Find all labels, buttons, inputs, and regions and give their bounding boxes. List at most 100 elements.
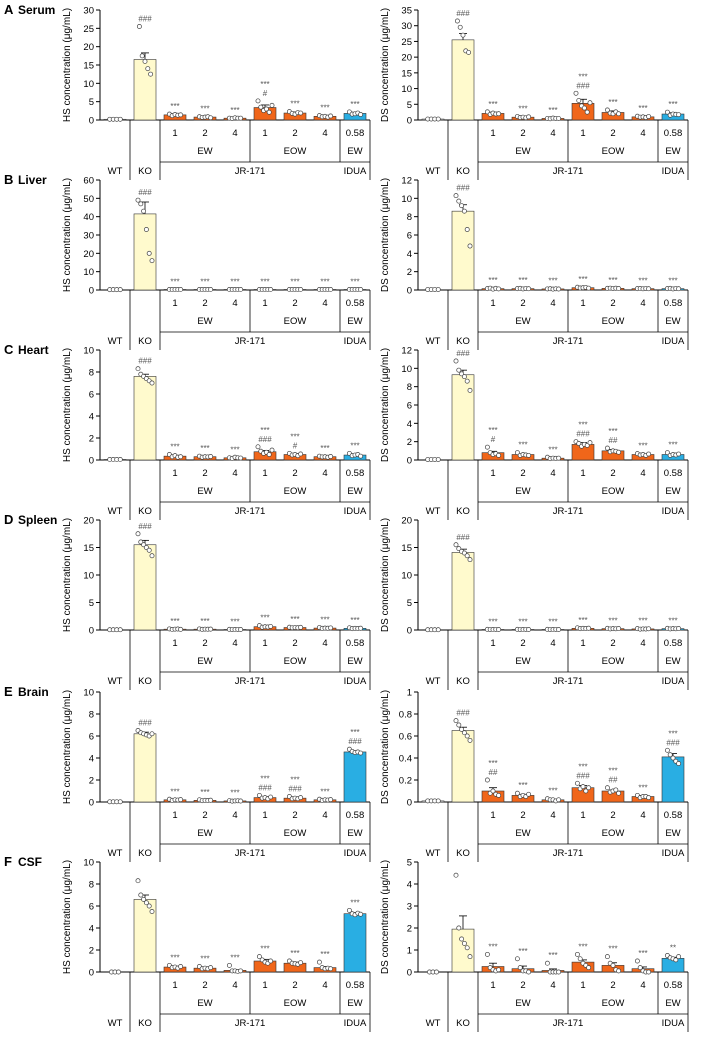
significance-mark: ***	[608, 427, 617, 436]
data-point	[467, 954, 473, 960]
y-tick-label: 20	[401, 516, 412, 527]
significance-mark: ***	[290, 100, 299, 109]
dose-label: 2	[292, 298, 297, 309]
data-point	[139, 53, 145, 59]
dose-label: 4	[322, 128, 327, 139]
significance-mark: ###	[456, 709, 470, 718]
data-point	[178, 454, 184, 460]
chart-panel-D-ds: DS concentration (μg/mL) 0 5 10 15 20 ### *** **…	[380, 516, 689, 690]
significance-mark: ***	[488, 759, 497, 768]
significance-mark: ***	[350, 898, 359, 907]
y-tick-label: 20	[83, 42, 94, 53]
data-point	[268, 623, 274, 629]
significance-mark: ***	[320, 950, 329, 959]
data-point	[149, 553, 155, 559]
y-axis-label: DS concentration (μg/mL)	[380, 518, 391, 632]
significance-mark: ***	[230, 617, 239, 626]
data-point	[238, 627, 244, 632]
significance-mark: ***	[488, 617, 497, 626]
significance-mark: **	[670, 944, 676, 953]
group-label: WT	[108, 848, 123, 859]
significance-mark: ***	[200, 617, 209, 626]
bar-KO	[451, 210, 475, 291]
significance-mark: ***	[488, 942, 497, 951]
schedule-label: EOW	[284, 998, 307, 1009]
significance-mark: ***	[170, 443, 179, 452]
data-point	[676, 286, 682, 292]
schedule-label: EW	[347, 146, 362, 157]
data-point	[459, 936, 465, 942]
significance-mark: ***	[260, 614, 269, 623]
group-label: IDUA	[662, 506, 685, 517]
data-point	[456, 722, 462, 728]
data-point	[676, 626, 682, 631]
significance-mark: ***	[320, 444, 329, 453]
significance-mark: ###	[666, 738, 680, 747]
dose-label: 4	[232, 980, 237, 991]
dose-label: 0.58	[346, 298, 365, 309]
panel-tissue: Serum	[18, 3, 55, 17]
data-point	[138, 892, 144, 898]
chart-panel-A-hs: A Serum HS concentration (μg/mL) 0 5 10 15 20 25…	[4, 2, 371, 180]
y-tick-label: 0	[407, 116, 412, 127]
y-tick-label: 35	[401, 6, 412, 17]
schedule-label: EOW	[602, 146, 625, 157]
data-point	[208, 454, 214, 459]
data-point	[587, 100, 593, 106]
group-label: JR-171	[235, 1018, 266, 1029]
y-tick-label: 0	[407, 798, 412, 809]
data-point	[328, 966, 334, 972]
significance-mark: ***	[170, 617, 179, 626]
group-label: WT	[426, 336, 441, 347]
data-point	[456, 367, 462, 373]
data-point	[460, 32, 466, 38]
dose-label: 4	[232, 638, 237, 649]
significance-mark: ***	[230, 106, 239, 115]
panel-letter: E	[4, 684, 13, 699]
data-point	[496, 452, 502, 458]
data-point	[255, 444, 261, 450]
y-tick-label: 10	[83, 571, 94, 582]
data-point	[586, 785, 592, 791]
schedule-label: EW	[665, 828, 680, 839]
data-point	[616, 449, 622, 455]
group-label: IDUA	[344, 166, 367, 177]
data-point	[358, 453, 364, 459]
data-point	[676, 112, 682, 118]
dose-label: 4	[550, 980, 555, 991]
data-point	[583, 788, 589, 794]
data-point	[435, 627, 441, 633]
data-point	[117, 799, 123, 805]
data-point	[581, 105, 587, 111]
data-point	[634, 958, 640, 964]
significance-mark: ***	[638, 276, 647, 285]
data-point	[459, 726, 465, 732]
data-point	[135, 531, 141, 537]
data-point	[514, 956, 520, 962]
schedule-label: EOW	[284, 656, 307, 667]
dose-label: 0.58	[664, 980, 683, 991]
data-point	[556, 797, 562, 803]
significance-mark: ***	[578, 942, 587, 951]
schedule-label: EW	[347, 486, 362, 497]
schedule-label: EOW	[602, 656, 625, 667]
significance-mark: ***	[200, 955, 209, 964]
group-label: WT	[426, 506, 441, 517]
data-point	[673, 957, 679, 963]
dose-label: 0.58	[664, 298, 683, 309]
dose-label: 4	[640, 298, 645, 309]
y-tick-label: 0	[89, 116, 94, 127]
data-point	[453, 872, 459, 878]
group-label: IDUA	[344, 676, 367, 687]
significance-mark: ***	[260, 426, 269, 435]
dose-label: 4	[322, 638, 327, 649]
schedule-label: EW	[515, 828, 530, 839]
data-point	[266, 452, 272, 457]
schedule-label: EW	[347, 316, 362, 327]
y-axis-label: DS concentration (μg/mL)	[380, 348, 391, 462]
dose-label: 1	[262, 128, 267, 139]
dose-label: 1	[490, 298, 495, 309]
data-point	[484, 444, 490, 450]
y-tick-label: 0	[89, 798, 94, 809]
significance-mark: ***	[200, 104, 209, 113]
